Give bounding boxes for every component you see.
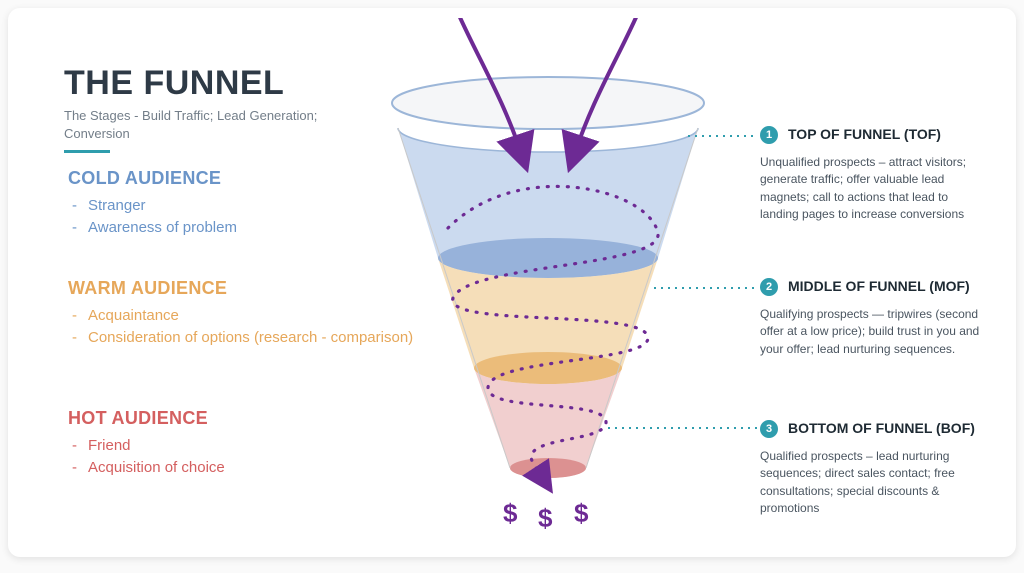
main-title: THE FUNNEL [64,64,324,103]
list-item: Friend [88,435,225,457]
stage-header: 1 TOP OF FUNNEL (TOF) [760,126,990,144]
stage-mof: 2 MIDDLE OF FUNNEL (MOF) Qualifying pros… [760,278,990,358]
funnel-diagram [358,18,758,538]
funnel-infographic-card: THE FUNNEL The Stages - Build Traffic; L… [8,8,1016,557]
list-item: Acquisition of choice [88,457,225,479]
funnel-section-bof-base [510,458,586,478]
audience-hot-list: Friend Acquisition of choice [68,435,225,479]
title-underline [64,150,110,153]
stage-number-badge: 3 [760,420,778,438]
funnel-section-tof-base [438,238,658,278]
dollar-icon: $ [574,498,588,529]
stage-body: Unqualified prospects – attract visitors… [760,154,990,224]
audience-hot-label: HOT AUDIENCE [68,408,225,429]
stage-bof: 3 BOTTOM OF FUNNEL (BOF) Qualified prosp… [760,420,990,518]
funnel-rim [392,77,704,129]
title-block: THE FUNNEL The Stages - Build Traffic; L… [64,64,324,153]
audience-cold-label: COLD AUDIENCE [68,168,237,189]
stage-header: 2 MIDDLE OF FUNNEL (MOF) [760,278,990,296]
stage-title: TOP OF FUNNEL (TOF) [788,126,941,144]
stage-title: BOTTOM OF FUNNEL (BOF) [788,420,975,438]
list-item: Awareness of problem [88,217,237,239]
stage-title: MIDDLE OF FUNNEL (MOF) [788,278,970,296]
stage-number-badge: 2 [760,278,778,296]
stage-tof: 1 TOP OF FUNNEL (TOF) Unqualified prospe… [760,126,990,224]
stage-number-badge: 1 [760,126,778,144]
dollar-icon: $ [538,503,552,534]
audience-cold: COLD AUDIENCE Stranger Awareness of prob… [68,168,237,239]
stage-header: 3 BOTTOM OF FUNNEL (BOF) [760,420,990,438]
audience-hot: HOT AUDIENCE Friend Acquisition of choic… [68,408,225,479]
stage-body: Qualifying prospects — tripwires (second… [760,306,990,358]
list-item: Stranger [88,195,237,217]
subtitle: The Stages - Build Traffic; Lead Generat… [64,107,324,142]
dollar-icon: $ [503,498,517,529]
stage-body: Qualified prospects – lead nurturing seq… [760,448,990,518]
audience-cold-list: Stranger Awareness of problem [68,195,237,239]
